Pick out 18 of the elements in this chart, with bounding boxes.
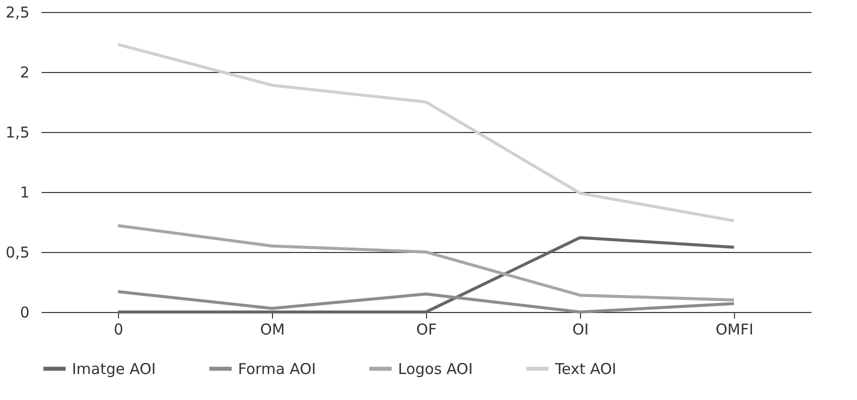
y-tick-label: 1,5 bbox=[6, 124, 30, 142]
legend-label: Imatge AOI bbox=[72, 360, 156, 378]
y-tick-label: 2,5 bbox=[6, 4, 30, 22]
x-tick-label: OM bbox=[260, 320, 285, 338]
legend-label: Text AOI bbox=[554, 360, 616, 378]
line-series bbox=[116, 290, 736, 314]
y-tick-label: 0 bbox=[20, 304, 30, 322]
x-tick-label: OI bbox=[572, 320, 589, 338]
x-tick-label: 0 bbox=[114, 320, 124, 338]
y-tick-label: 0,5 bbox=[6, 244, 30, 262]
legend-label: Logos AOI bbox=[398, 360, 473, 378]
y-tick-label: 1 bbox=[20, 184, 30, 202]
y-tick-label: 2 bbox=[20, 64, 30, 82]
line-series bbox=[116, 224, 736, 302]
line-series bbox=[116, 42, 736, 222]
x-tick-label: OF bbox=[416, 320, 437, 338]
legend-label: Forma AOI bbox=[238, 360, 316, 378]
x-tick-label: OMFI bbox=[716, 320, 754, 338]
